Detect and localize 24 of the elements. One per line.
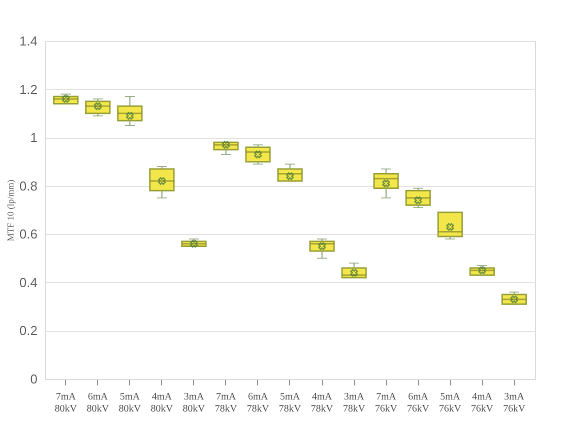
y-tick-label: 1 [30,130,38,146]
x-tick-label: 6mA 78kV [246,392,270,414]
x-tick-label: 3mA 78kV [342,392,366,414]
x-tick-label: 4mA 78kV [310,392,334,414]
x-tick-label: 4mA 76kV [471,392,494,414]
x-tick-label: 4mA 80kV [150,392,174,414]
x-tick-label: 7mA 76kV [374,392,398,414]
y-tick-label: 0.8 [19,178,38,194]
x-tick-label: 5mA 78kV [278,392,302,414]
y-tick-label: 1.4 [19,34,38,48]
x-tick-label: 3mA 76kV [503,392,526,414]
x-tick-label: 7mA 80kV [54,392,78,414]
y-tick-label: 0.4 [19,274,38,290]
x-tick-label: 5mA 80kV [118,392,142,414]
y-tick-label: 0 [30,372,38,386]
x-tick-label: 7mA 78kV [214,392,238,414]
y-axis-title: MTF 10 (lp/mm) [5,180,16,242]
y-tick-label: 0.6 [19,226,38,242]
x-tick-label: 6mA 76kV [406,392,430,414]
x-tick-label: 3mA 80kV [182,392,206,414]
y-tick-label: 1.2 [19,82,38,97]
y-tick-label: 0.2 [19,323,38,338]
x-tick-label: 6mA 80kV [86,392,110,414]
x-tick-label: 5mA 76kV [439,392,462,414]
